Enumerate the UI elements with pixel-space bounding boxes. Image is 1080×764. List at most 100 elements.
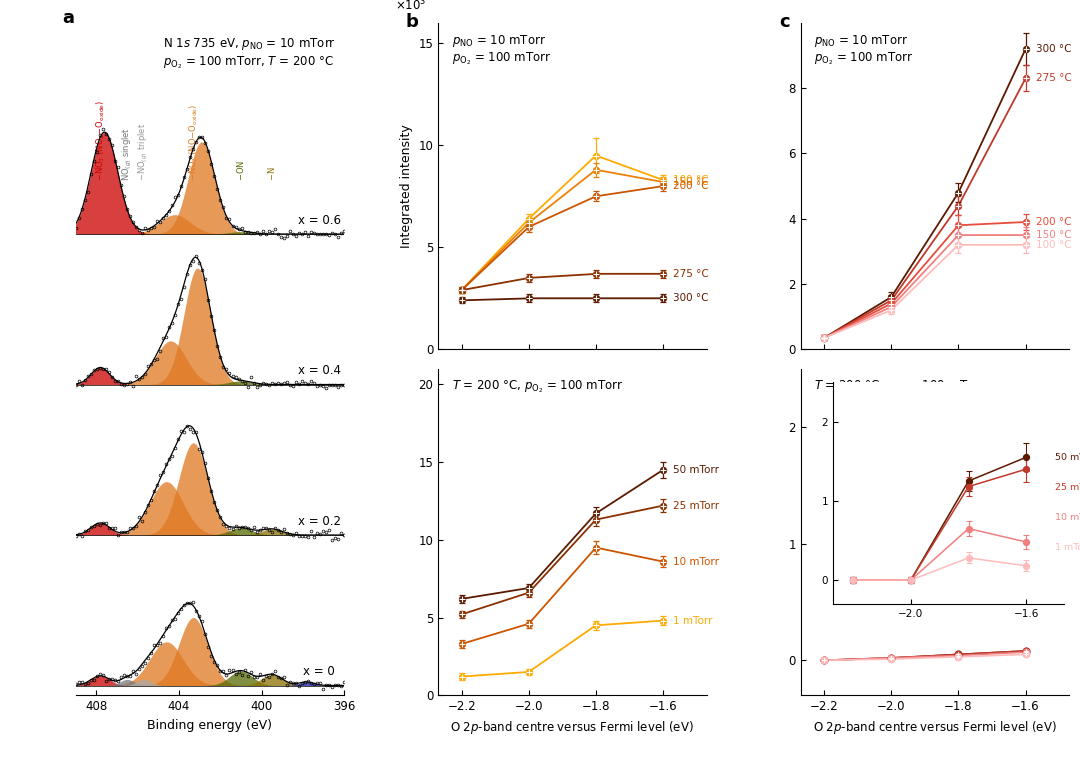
Text: $\times$10$^3$: $\times$10$^3$ <box>395 0 427 13</box>
Text: 100 °C: 100 °C <box>673 175 708 185</box>
Text: c: c <box>779 13 789 31</box>
Point <box>654 180 672 193</box>
Point <box>521 212 538 225</box>
Point <box>453 284 470 296</box>
Point <box>521 617 538 630</box>
Point <box>882 294 900 306</box>
Point <box>815 332 833 344</box>
Point <box>453 284 470 296</box>
Text: x = 0: x = 0 <box>303 665 335 678</box>
Text: b: b <box>406 13 419 31</box>
Point <box>949 186 967 199</box>
Point <box>654 174 672 186</box>
Point <box>1017 229 1035 241</box>
Text: 275 °C: 275 °C <box>1036 73 1071 83</box>
Point <box>1017 73 1035 85</box>
Point <box>815 654 833 666</box>
Point <box>1017 216 1035 228</box>
Point <box>453 608 470 620</box>
Point <box>949 649 967 661</box>
X-axis label: Binding energy (eV): Binding energy (eV) <box>147 719 272 732</box>
X-axis label: O 2$p$-band centre versus Fermi level (eV): O 2$p$-band centre versus Fermi level (e… <box>450 719 694 736</box>
Point <box>815 332 833 344</box>
Point <box>588 292 605 304</box>
Text: 200 °C: 200 °C <box>1036 217 1071 227</box>
Text: N 1$s$ 735 eV, $p_{\mathrm{NO}}$ = 10 mTorr
$p_{\mathrm{O_2}}$ = 100 mTorr, $T$ : N 1$s$ 735 eV, $p_{\mathrm{NO}}$ = 10 mT… <box>163 37 336 71</box>
Point <box>453 638 470 650</box>
Point <box>882 652 900 664</box>
Point <box>654 267 672 280</box>
Point <box>521 665 538 678</box>
Point <box>949 649 967 662</box>
Point <box>949 649 967 661</box>
X-axis label: O 2$p$-band centre versus Fermi level (eV): O 2$p$-band centre versus Fermi level (e… <box>813 719 1057 736</box>
Point <box>882 652 900 664</box>
Point <box>453 593 470 605</box>
Point <box>882 301 900 313</box>
Point <box>453 284 470 296</box>
Text: $-$NO$_{(g)}$ triplet: $-$NO$_{(g)}$ triplet <box>137 122 150 180</box>
Point <box>588 619 605 631</box>
Point <box>453 284 470 296</box>
Point <box>521 292 538 304</box>
Point <box>521 582 538 594</box>
Text: 25 mTorr: 25 mTorr <box>673 500 719 510</box>
Point <box>949 229 967 241</box>
Text: x = 0.2: x = 0.2 <box>298 515 341 528</box>
Point <box>882 652 900 664</box>
Point <box>654 292 672 304</box>
Y-axis label: Integrated intensity: Integrated intensity <box>400 125 413 248</box>
Point <box>1017 645 1035 657</box>
Point <box>882 297 900 309</box>
Point <box>521 217 538 229</box>
Point <box>588 513 605 526</box>
Point <box>588 163 605 176</box>
Text: 275 °C: 275 °C <box>673 269 708 279</box>
Point <box>815 654 833 666</box>
Text: $p_{\mathrm{NO}}$ = 10 mTorr
$p_{\mathrm{O_2}}$ = 100 mTorr: $p_{\mathrm{NO}}$ = 10 mTorr $p_{\mathrm… <box>814 33 914 67</box>
Point <box>521 587 538 599</box>
Text: 300 °C: 300 °C <box>673 293 708 303</box>
Point <box>654 176 672 188</box>
Text: 50 mTorr: 50 mTorr <box>673 465 719 475</box>
Point <box>949 219 967 231</box>
Point <box>882 304 900 316</box>
Point <box>882 653 900 665</box>
Point <box>815 332 833 344</box>
Text: $-$N: $-$N <box>267 166 278 180</box>
Text: 200 °C: 200 °C <box>673 181 708 191</box>
Point <box>1017 649 1035 661</box>
Text: $-$NO$_2$ (NO$-$O$_{\mathrm{oxide}}$): $-$NO$_2$ (NO$-$O$_{\mathrm{oxide}}$) <box>187 103 200 180</box>
Point <box>949 651 967 663</box>
Text: $T$ = 200 °C, $p_{\mathrm{O_2}}$ = 100 mTorr: $T$ = 200 °C, $p_{\mathrm{O_2}}$ = 100 m… <box>814 379 986 395</box>
Point <box>1017 238 1035 251</box>
Point <box>654 614 672 626</box>
Point <box>815 332 833 344</box>
Point <box>521 272 538 284</box>
Point <box>1017 645 1035 657</box>
Point <box>588 507 605 520</box>
Text: 150 °C: 150 °C <box>673 177 708 187</box>
Point <box>588 542 605 554</box>
Point <box>588 190 605 202</box>
Point <box>453 671 470 683</box>
Point <box>815 654 833 666</box>
Text: 150 °C: 150 °C <box>1036 230 1071 240</box>
Point <box>949 238 967 251</box>
Text: x = 0.6: x = 0.6 <box>298 214 341 227</box>
Text: $-$NO$_3$ (NO$_2$$-$O$_{\mathrm{oxide}}$): $-$NO$_3$ (NO$_2$$-$O$_{\mathrm{oxide}}$… <box>94 99 107 180</box>
Text: 1 mTorr: 1 mTorr <box>673 616 713 626</box>
Point <box>654 500 672 512</box>
Point <box>949 199 967 212</box>
Point <box>453 294 470 306</box>
Text: x = 0.4: x = 0.4 <box>298 364 341 377</box>
Text: 10 mTorr: 10 mTorr <box>673 557 719 567</box>
Point <box>654 464 672 476</box>
Text: $-$ON: $-$ON <box>235 160 246 180</box>
Text: a: a <box>63 9 75 28</box>
Point <box>882 291 900 303</box>
Point <box>815 332 833 344</box>
Point <box>588 267 605 280</box>
Point <box>654 555 672 568</box>
Text: 100 °C: 100 °C <box>1036 240 1071 250</box>
